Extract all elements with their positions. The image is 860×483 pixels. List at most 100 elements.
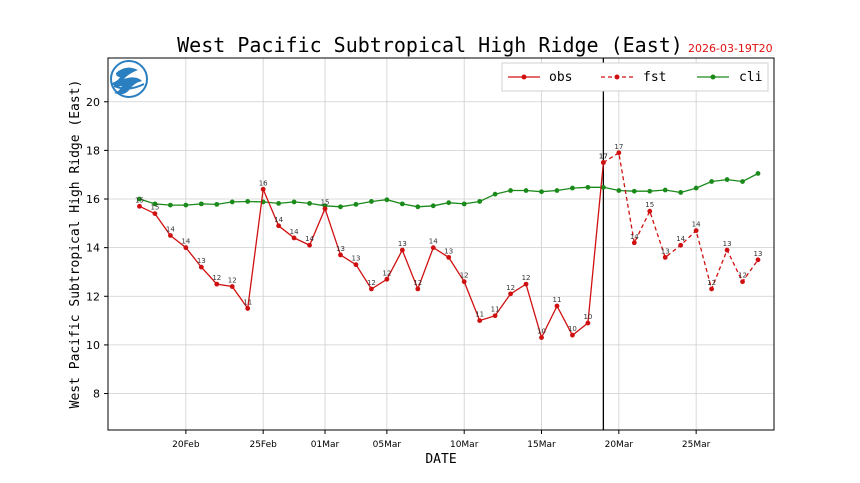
x-tick-label: 05Mar: [373, 440, 402, 450]
data-label-fst: 17: [614, 143, 623, 151]
data-point-cli: [446, 200, 452, 206]
data-point-cli: [616, 188, 622, 193]
data-point-obs: [399, 247, 405, 253]
data-point-cli: [740, 179, 745, 184]
data-point-cli: [245, 199, 251, 204]
data-point-obs: [523, 281, 529, 287]
data-point-fst: [740, 279, 745, 285]
data-point-obs: [167, 233, 173, 238]
data-point-obs: [539, 335, 544, 341]
data-point-cli: [755, 171, 761, 176]
data-point-cli: [492, 191, 498, 197]
data-point-fst: [662, 254, 668, 260]
data-label-obs: 10: [583, 313, 592, 321]
data-point-cli: [137, 196, 142, 202]
data-label-fst: 13: [723, 240, 732, 248]
data-point-cli: [647, 188, 653, 194]
data-label-fst: 12: [738, 272, 747, 280]
legend-label-cli: cli: [739, 70, 762, 85]
x-axis-ticks: 20Feb 25Feb 01Mar 05Mar 10Mar 15Mar 20Mar 25Mar: [172, 430, 711, 450]
data-point-obs: [276, 223, 282, 229]
data-label-obs: 12: [522, 274, 531, 282]
data-point-cli: [167, 202, 173, 208]
data-point-cli: [399, 201, 405, 207]
data-point-cli: [585, 184, 591, 190]
data-point-cli: [276, 200, 282, 206]
x-tick-label: 20Mar: [605, 440, 634, 450]
data-point-cli: [662, 187, 668, 193]
legend-marker-fst: [614, 74, 620, 80]
data-label-obs: 12: [506, 284, 515, 292]
data-label-obs: 13: [197, 257, 206, 265]
legend: obs fst cli: [501, 62, 769, 92]
data-point-cli: [384, 197, 390, 203]
y-tick-label: 16: [86, 193, 100, 206]
data-label-obs: 14: [290, 228, 299, 236]
data-label-obs: 12: [382, 269, 391, 277]
data-label-fst: 14: [630, 233, 639, 241]
data-label-fst: 13: [661, 247, 670, 255]
data-point-obs: [338, 252, 343, 258]
y-tick-label: 12: [86, 290, 100, 303]
data-point-obs: [477, 318, 483, 323]
data-point-obs: [508, 291, 513, 297]
x-tick-label: 20Feb: [172, 440, 200, 450]
data-point-cli: [415, 204, 421, 210]
legend-marker-obs: [521, 74, 527, 80]
data-point-obs: [492, 313, 498, 319]
data-point-obs: [570, 332, 575, 338]
data-label-obs: 14: [305, 235, 314, 243]
y-tick-label: 10: [86, 339, 100, 352]
data-point-cli: [369, 199, 374, 204]
y-axis-ticks: 8 10 12 14 16 18 20: [86, 96, 108, 401]
plot-frame: [107, 57, 775, 431]
data-point-obs: [307, 242, 312, 248]
legend-label-obs: obs: [549, 70, 572, 85]
legend-entry-obs: obs: [508, 70, 572, 85]
legend-entry-cli: cli: [697, 70, 762, 85]
data-label-obs: 12: [460, 272, 469, 280]
data-label-obs: 14: [166, 225, 175, 233]
data-point-obs: [369, 286, 374, 292]
y-tick-label: 8: [93, 388, 100, 401]
data-point-cli: [307, 200, 312, 206]
data-label-fst: 13: [754, 250, 763, 258]
data-point-obs: [291, 235, 297, 241]
data-label-obs: 12: [212, 274, 221, 282]
logo-icon: [110, 60, 148, 98]
data-label-obs: 14: [181, 238, 190, 246]
data-point-cli: [183, 202, 189, 208]
data-label-fst: 14: [692, 221, 701, 229]
data-label-obs: 11: [475, 311, 484, 319]
y-tick-label: 20: [86, 96, 100, 109]
data-point-obs: [245, 306, 251, 311]
data-point-fst: [631, 240, 637, 246]
data-point-obs: [214, 281, 220, 287]
x-tick-label: 01Mar: [311, 440, 340, 450]
data-point-obs: [229, 284, 235, 289]
legend-marker-cli: [710, 74, 716, 80]
data-point-fst: [647, 208, 653, 214]
data-point-obs: [260, 186, 266, 192]
data-label-obs: 14: [429, 238, 438, 246]
y-tick-label: 18: [86, 144, 100, 157]
data-label-obs: 13: [444, 247, 453, 255]
data-point-obs: [322, 206, 328, 212]
data-point-cli: [152, 201, 158, 207]
grid-lines: [108, 58, 774, 430]
data-point-cli: [600, 184, 606, 190]
data-point-obs: [152, 211, 158, 217]
data-point-fst: [678, 242, 684, 248]
data-point-cli: [229, 199, 235, 205]
x-tick-label: 15Mar: [527, 440, 556, 450]
data-label-obs: 14: [274, 216, 283, 224]
data-label-fst: 12: [707, 279, 716, 287]
data-point-obs: [384, 276, 390, 282]
data-label-obs: 15: [150, 204, 159, 212]
data-point-cli: [523, 188, 529, 193]
data-point-fst: [693, 228, 699, 234]
legend-label-fst: fst: [643, 70, 666, 85]
data-point-obs: [430, 245, 436, 251]
series-line-fst: [603, 151, 759, 292]
data-point-fst: [755, 257, 761, 263]
